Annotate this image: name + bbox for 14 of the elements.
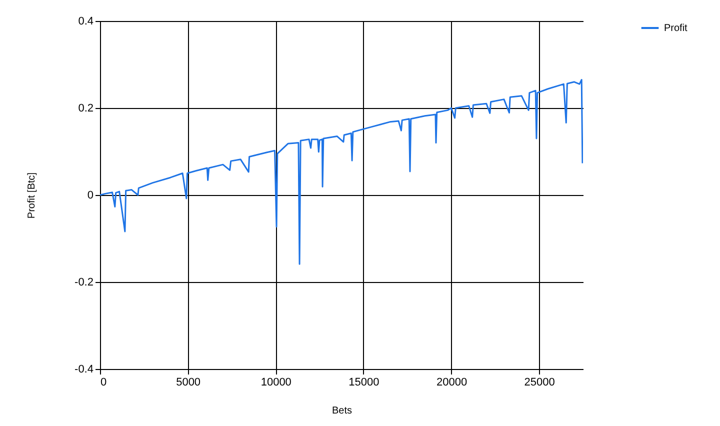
y-tick-label: 0.2 bbox=[78, 102, 94, 114]
y-tick-label: 0 bbox=[87, 190, 94, 202]
y-tick-label: -0.2 bbox=[74, 276, 94, 288]
x-tick-label: 0 bbox=[100, 376, 107, 388]
y-axis-title: Profit [Btc] bbox=[26, 172, 38, 219]
y-tick-label: -0.4 bbox=[74, 364, 94, 376]
x-tick-label: 25000 bbox=[524, 376, 555, 388]
x-axis-title: Bets bbox=[332, 406, 352, 416]
legend-label: Profit bbox=[664, 23, 688, 34]
x-tick-label: 15000 bbox=[348, 376, 380, 388]
x-tick-label: 10000 bbox=[260, 376, 292, 388]
x-tick-label: 20000 bbox=[436, 376, 468, 388]
y-tick-label: 0.4 bbox=[78, 16, 94, 28]
x-tick-label: 5000 bbox=[176, 376, 201, 388]
